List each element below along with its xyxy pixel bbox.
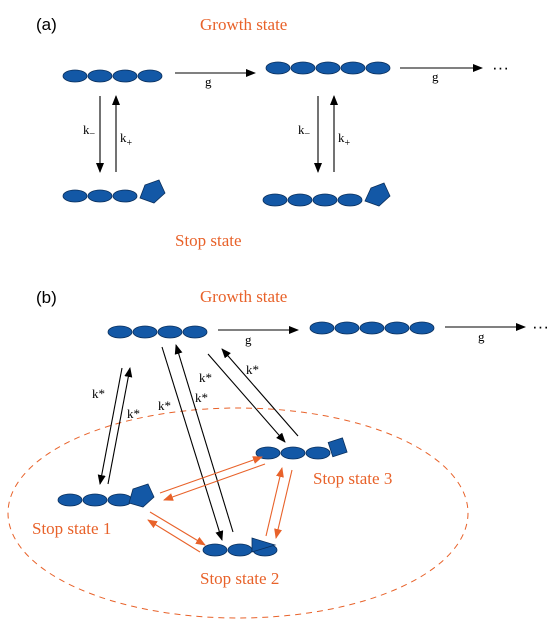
arrow-stop2-to-stop3 (265, 467, 284, 537)
arrow-stop1-to-stop3 (159, 456, 263, 494)
filament-a-stop-2 (262, 182, 391, 207)
filament-b-stop-1 (57, 483, 155, 508)
panel-b-growth-state-label: Growth state (200, 287, 287, 306)
pentagon-cap-icon (139, 179, 166, 204)
arrow-stop1-to-stop2 (149, 511, 206, 546)
rate-b-kstar-6: k* (246, 362, 259, 377)
arrow-b-kstar-1a (97, 367, 123, 485)
ellipsis-b: ··· (532, 317, 549, 336)
panel-a-growth-state-label: Growth state (200, 15, 287, 34)
rate-a-kplus-1: k+ (120, 130, 133, 149)
rate-a-g2: g (432, 69, 439, 84)
triangle-cap-icon (251, 537, 277, 553)
filament-a-growth-2 (265, 61, 391, 75)
rate-b-kstar-5: k* (199, 370, 212, 385)
panel-a-stop-state-label: Stop state (175, 231, 242, 250)
rate-a-kminus-2: k− (298, 122, 311, 140)
arrow-stop3-to-stop2 (274, 469, 293, 539)
stop-states-boundary (7, 407, 469, 619)
pentagon-cap-icon (128, 483, 155, 508)
rate-b-g1: g (245, 332, 252, 347)
arrow-stop2-to-stop1 (147, 519, 201, 553)
square-cap-icon (327, 437, 348, 458)
arrow-b-kstar-2b (174, 344, 234, 533)
panel-a: (a) Growth state g g ··· k− k+ k− k+ Sto… (36, 15, 509, 250)
panel-b-label: (b) (36, 288, 57, 307)
rate-b-kstar-4: k* (195, 390, 208, 405)
rate-b-kstar-2: k* (127, 406, 140, 421)
filament-b-stop-3 (255, 437, 348, 460)
filament-a-growth-1 (62, 69, 163, 83)
filament-b-growth-1 (107, 325, 208, 339)
panel-a-label: (a) (36, 15, 57, 34)
pentagon-cap-icon (364, 182, 391, 207)
ellipsis-a: ··· (492, 58, 509, 77)
rate-a-kminus-1: k− (83, 122, 96, 140)
arrow-b-kstar-3a (207, 353, 286, 443)
arrow-b-kstar-1b (107, 367, 133, 485)
arrow-b-kstar-2a (161, 346, 224, 541)
stop-state-3-label: Stop state 3 (313, 469, 392, 488)
panel-b: (b) Growth state g g ··· (7, 287, 549, 619)
filament-a-stop-1 (62, 179, 166, 204)
rate-b-kstar-1: k* (92, 386, 105, 401)
filament-b-stop-2 (202, 537, 278, 557)
arrow-b-kstar-3b (221, 348, 299, 437)
rate-b-g2: g (478, 329, 485, 344)
stop-state-1-label: Stop state 1 (32, 519, 111, 538)
rate-a-g1: g (205, 74, 212, 89)
arrow-stop3-to-stop1 (163, 463, 266, 501)
filament-b-growth-2 (309, 321, 435, 335)
stop-state-2-label: Stop state 2 (200, 569, 279, 588)
rate-a-kplus-2: k+ (338, 130, 351, 149)
rate-b-kstar-3: k* (158, 398, 171, 413)
